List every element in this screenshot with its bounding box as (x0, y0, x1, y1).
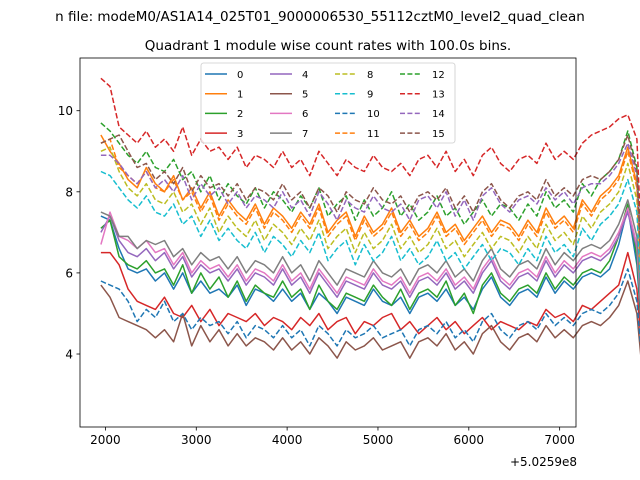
series-line-9 (100, 170, 640, 287)
legend-label-2: 2 (237, 109, 243, 120)
series-line-14 (100, 142, 640, 258)
x-tick-label: 7000 (544, 433, 575, 447)
y-tick-label: 8 (65, 185, 73, 199)
x-tick-label: 6000 (454, 433, 485, 447)
y-tick-label: 4 (65, 348, 73, 362)
legend-label-14: 14 (432, 109, 445, 120)
legend-label-5: 5 (302, 90, 308, 101)
chart-title: Quadrant 1 module wise count rates with … (145, 38, 511, 54)
legend-box (200, 62, 456, 144)
series-line-6 (100, 207, 640, 304)
legend-label-15: 15 (432, 129, 445, 140)
x-offset-label: +5.0259e8 (510, 455, 577, 469)
legend-label-1: 1 (237, 90, 243, 101)
x-tick-label: 2000 (90, 433, 121, 447)
series-line-5 (100, 280, 640, 359)
x-tick-label: 4000 (272, 433, 303, 447)
legend-label-9: 9 (367, 90, 373, 101)
legend-label-0: 0 (237, 70, 243, 81)
series-line-8 (100, 146, 640, 277)
series-line-11 (100, 138, 640, 266)
x-axis: 2000 3000 4000 5000 6000 7000 (90, 427, 575, 447)
legend-label-8: 8 (367, 70, 373, 81)
y-tick-label: 6 (65, 266, 73, 280)
series-line-1 (100, 134, 640, 266)
series-line-4 (100, 211, 640, 308)
y-tick-label: 10 (58, 104, 73, 118)
legend-label-10: 10 (367, 109, 380, 120)
x-tick-label: 3000 (181, 433, 212, 447)
chart-suptitle: n file: modeM0/AS1A14_025T01_9000006530_… (55, 9, 585, 25)
legend-label-4: 4 (302, 70, 308, 81)
legend-label-12: 12 (432, 70, 445, 81)
legend-label-11: 11 (367, 129, 380, 140)
legend-label-13: 13 (432, 90, 445, 101)
series-line-12 (100, 122, 640, 251)
series-line-10 (100, 268, 640, 347)
series-line-2 (100, 203, 640, 315)
axes-frame (79, 57, 577, 428)
legend-label-3: 3 (237, 129, 243, 140)
y-axis: 4 6 8 10 (58, 104, 80, 362)
x-tick-label: 5000 (363, 433, 394, 447)
series-line-13 (100, 77, 640, 232)
legend-label-6: 6 (302, 109, 308, 120)
series-line-15 (100, 134, 640, 255)
legend-label-7: 7 (302, 129, 308, 140)
plot-area (100, 77, 640, 359)
